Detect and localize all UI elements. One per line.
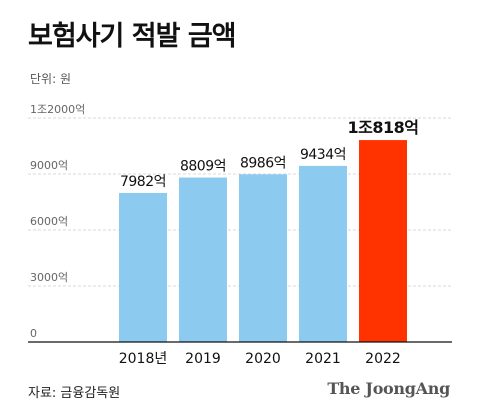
y-tick-label: 1조2000억 — [30, 103, 85, 116]
unit-label: 단위: 원 — [30, 72, 71, 86]
bar-value-label: 9434억 — [300, 147, 346, 163]
y-tick-label: 9000억 — [30, 159, 68, 172]
bar — [119, 193, 167, 342]
y-axis-tick-labels: 0 3000억 6000억 9000억 1조2000억 — [30, 103, 85, 340]
bars — [119, 140, 407, 342]
y-tick-label: 3000억 — [30, 271, 68, 284]
x-tick-label: 2020 — [245, 351, 281, 367]
bar-value-label: 7982억 — [120, 174, 166, 190]
bar — [239, 174, 287, 342]
bar-value-label: 8986억 — [240, 155, 286, 171]
x-tick-label: 2019 — [185, 351, 221, 367]
bar-value-label: 1조818억 — [348, 118, 419, 137]
x-axis-tick-labels: 2018년 2019 2020 2021 2022 — [119, 351, 401, 367]
bar — [359, 140, 407, 342]
bar — [179, 177, 227, 342]
publisher-logo: The JoongAng — [327, 379, 450, 398]
y-tick-label: 6000억 — [30, 215, 68, 228]
source-note: 자료: 금융감독원 — [28, 386, 121, 401]
x-tick-label: 2018년 — [119, 351, 168, 367]
x-tick-label: 2021 — [305, 351, 341, 367]
x-tick-label: 2022 — [365, 351, 401, 367]
bar-value-label: 8809억 — [180, 159, 226, 175]
chart-title: 보험사기 적발 금액 — [28, 21, 237, 52]
y-tick-label: 0 — [30, 327, 37, 340]
bar — [299, 165, 347, 342]
